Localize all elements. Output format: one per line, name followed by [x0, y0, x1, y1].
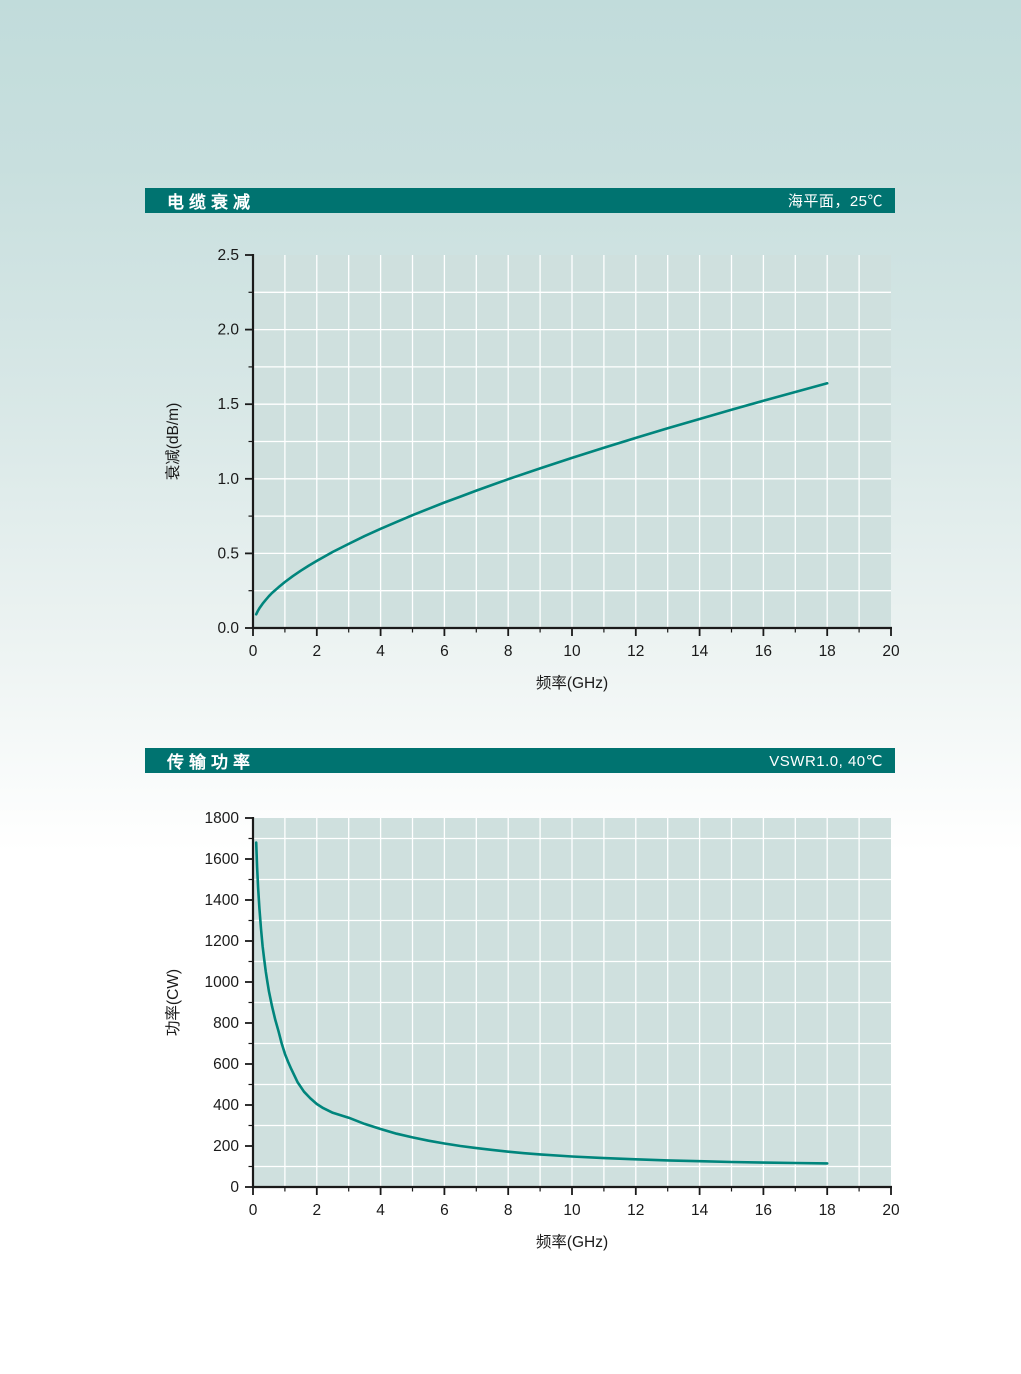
x-tick-label: 8: [504, 1202, 513, 1219]
x-tick-label: 0: [249, 1202, 258, 1219]
x-tick-label: 6: [440, 643, 449, 660]
y-tick-label: 1000: [205, 974, 240, 991]
x-tick-label: 18: [819, 1202, 836, 1219]
x-tick-label: 8: [504, 643, 513, 660]
x-tick-label: 10: [563, 1202, 581, 1219]
x-tick-label: 0: [249, 643, 258, 660]
x-tick-label: 6: [440, 1202, 449, 1219]
x-tick-label: 12: [627, 643, 644, 660]
section-condition-attenuation: 海平面，25℃: [787, 193, 883, 210]
y-tick-label: 400: [213, 1097, 239, 1114]
x-tick-label: 18: [819, 643, 836, 660]
y-tick-label: 1400: [205, 892, 240, 909]
y-tick-label: 0.5: [217, 545, 239, 562]
data-curve: [254, 382, 829, 616]
chart-canvas: 0 2 4 6 8 10 12 14 16 18 2002004006008001000120014…: [164, 810, 900, 1251]
data-curve: [254, 841, 829, 1165]
x-axis-title: 频率(GHz): [536, 674, 608, 692]
section-header-attenuation: 电缆衰减 海平面，25℃: [145, 188, 895, 213]
x-tick-label: 4: [376, 1202, 385, 1219]
y-tick-label: 1200: [205, 933, 240, 950]
y-tick-label: 2.5: [217, 247, 239, 264]
attenuation-chart: 0 2 4 6 8 10 12 14 16 18 20 0.0 0.5 1.0 1.5 2.0 2.5 频率(GH…: [140, 240, 930, 720]
y-tick-label: 1.5: [217, 396, 239, 413]
x-tick-label: 2: [312, 643, 321, 660]
y-tick-label: 600: [213, 1056, 239, 1073]
section-title-power: 传输功率: [167, 753, 255, 772]
y-tick-label: 1600: [205, 851, 240, 868]
power-chart: 0 2 4 6 8 10 12 14 16 18 20 0 200 400 600 800 1000 1200 14…: [140, 800, 930, 1280]
y-tick-label: 1.0: [217, 471, 239, 488]
x-tick-label: 10: [563, 643, 581, 660]
x-tick-label: 14: [691, 1202, 709, 1219]
y-tick-label: 0: [230, 1179, 239, 1196]
x-tick-label: 4: [376, 643, 385, 660]
section-title-attenuation: 电缆衰减: [167, 193, 255, 212]
x-tick-label: 2: [312, 1202, 321, 1219]
x-tick-label: 16: [755, 643, 772, 660]
section-condition-power: VSWR1.0, 40℃: [769, 752, 883, 770]
y-tick-label: 800: [213, 1015, 239, 1032]
x-tick-label: 12: [627, 1202, 644, 1219]
y-tick-label: 2.0: [217, 322, 239, 339]
y-axis-title: 衰减(dB/m): [164, 403, 182, 481]
x-axis-title: 频率(GHz): [536, 1233, 608, 1251]
x-tick-label: 20: [882, 1202, 900, 1219]
y-axis-title: 功率(CW): [164, 969, 182, 1036]
section-header-power: 传输功率 VSWR1.0, 40℃: [145, 748, 895, 773]
x-tick-label: 16: [755, 1202, 772, 1219]
x-tick-label: 14: [691, 643, 709, 660]
y-tick-label: 0.0: [217, 620, 239, 637]
y-tick-label: 200: [213, 1138, 239, 1155]
x-tick-label: 20: [882, 643, 900, 660]
chart-canvas: 0 2 4 6 8 10 12 14 16 18 20 0.0 0.5 1.0 1.5 2.0 2.5 频率(GH…: [164, 247, 900, 692]
decorative-swoosh: [868, 1216, 1021, 1307]
y-tick-label: 1800: [205, 810, 240, 827]
